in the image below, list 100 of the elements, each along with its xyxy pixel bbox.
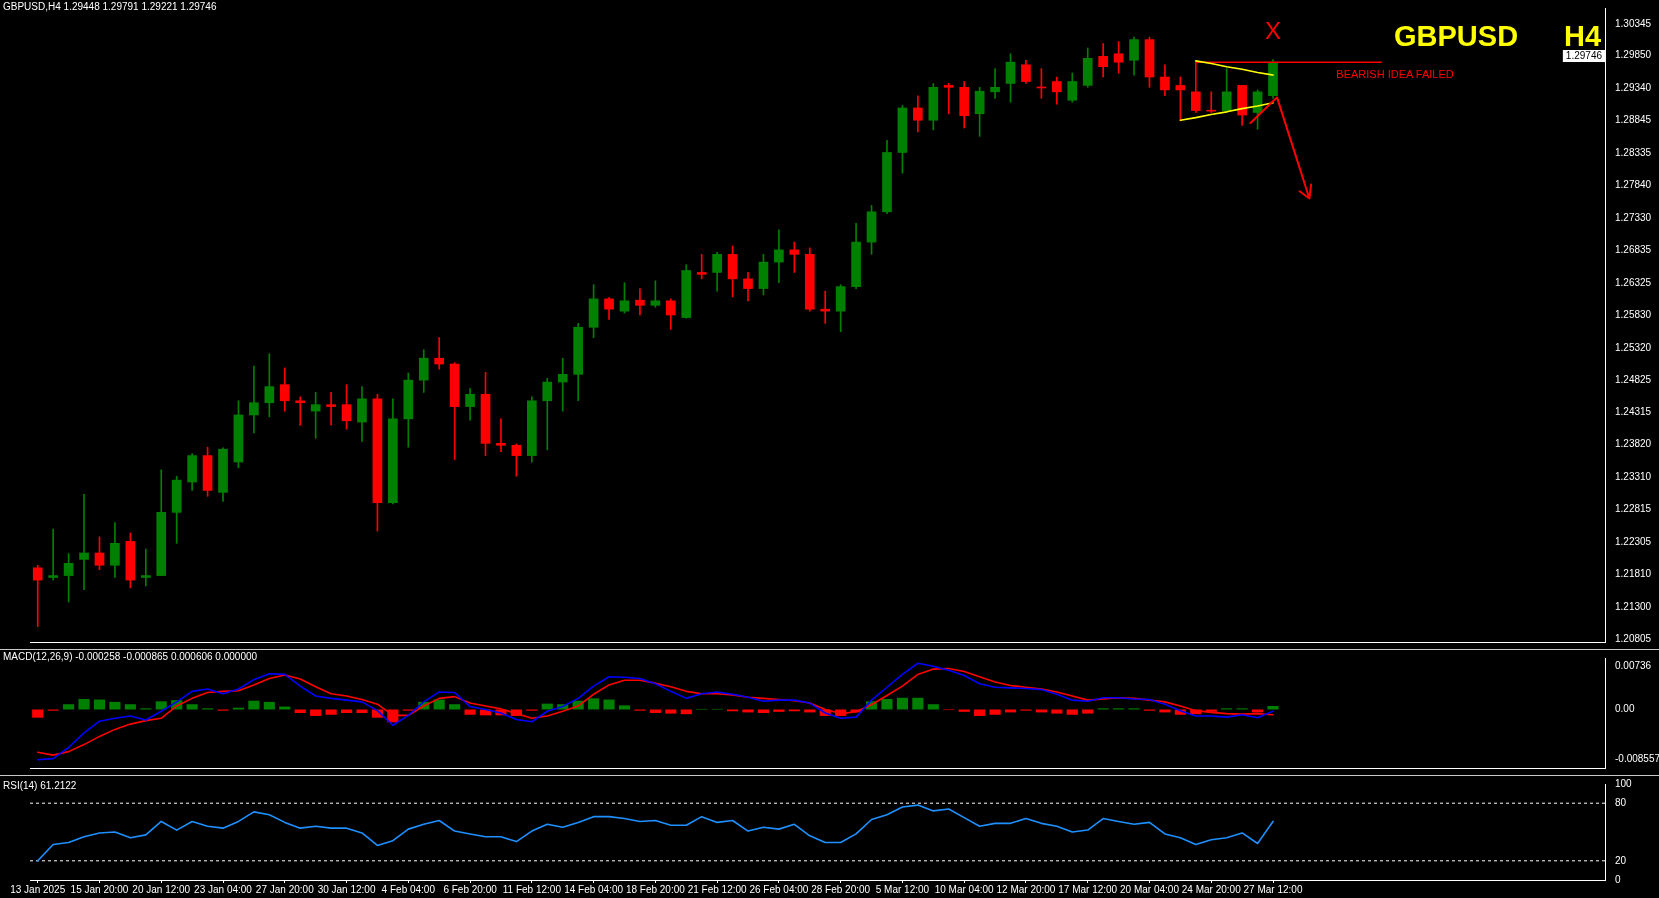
- bar: [804, 709, 816, 713]
- y-tick-label: 1.30345: [1615, 17, 1652, 29]
- y-tick-label: 100: [1615, 777, 1633, 789]
- bar: [588, 698, 600, 710]
- y-tick-label: 1.28335: [1615, 147, 1652, 159]
- bar: [974, 709, 986, 716]
- bar: [649, 709, 661, 713]
- bar: [1004, 709, 1017, 713]
- candlestick: [295, 396, 306, 426]
- x-tick-label: 23 Jan 04:00: [194, 883, 253, 895]
- bar: [757, 709, 770, 713]
- bar: [1252, 709, 1264, 713]
- y-tick-label: 1.20805: [1615, 632, 1652, 644]
- bar: [958, 709, 970, 712]
- bar: [603, 699, 615, 710]
- y-tick-label: 1.21300: [1615, 600, 1652, 612]
- bar: [63, 704, 75, 710]
- y-tick-label: 1.24315: [1615, 406, 1652, 418]
- bar: [773, 709, 785, 712]
- bar: [294, 709, 306, 713]
- bar: [665, 709, 677, 714]
- x-tick-label: 21 Feb 12:00: [687, 883, 748, 895]
- x-tick-label: 11 Feb 12:00: [502, 883, 562, 895]
- bar: [927, 704, 939, 710]
- bar: [78, 698, 90, 710]
- bar: [1035, 709, 1047, 713]
- y-tick-label: 1.22305: [1615, 536, 1652, 548]
- x-tick-label: 27 Mar 12:00: [1243, 883, 1303, 895]
- y-tick-label: 1.23310: [1615, 471, 1652, 483]
- x-tick-label: 10 Mar 04:00: [934, 883, 995, 895]
- x-tick-label: 26 Feb 04:00: [749, 883, 809, 895]
- bar: [618, 705, 631, 710]
- x-tick-label: 17 Mar 12:00: [1058, 883, 1118, 895]
- y-tick-label: 1.25320: [1615, 341, 1652, 353]
- y-tick-label: 1.28845: [1615, 114, 1652, 126]
- x-tick-label: 4 Feb 04:00: [381, 883, 436, 895]
- bar: [1066, 709, 1078, 715]
- x-tick-label: 27 Jan 20:00: [255, 883, 315, 895]
- bar: [340, 709, 353, 713]
- bar: [912, 697, 924, 710]
- bar: [32, 709, 44, 718]
- x-tick-label: 24 Mar 20:00: [1181, 883, 1242, 895]
- bar: [1082, 709, 1094, 714]
- bar: [263, 701, 275, 710]
- bar: [989, 709, 1001, 715]
- x-tick-label: 20 Mar 04:00: [1120, 883, 1180, 895]
- y-tick-label: 1.24825: [1615, 373, 1652, 385]
- y-tick-label: 0.00: [1615, 703, 1635, 715]
- bar: [310, 709, 322, 716]
- bar: [124, 704, 136, 710]
- x-tick-label: 30 Jan 12:00: [317, 883, 376, 895]
- bar: [186, 704, 198, 710]
- annotation: H4: [1564, 20, 1602, 52]
- x-tick-label: 20 Jan 12:00: [132, 883, 191, 895]
- bar: [1267, 705, 1279, 710]
- y-tick-label: 1.21810: [1615, 568, 1652, 580]
- y-tick-label: 1.29340: [1615, 82, 1652, 94]
- chart-title: RSI(14) 61.2122: [3, 779, 77, 791]
- x-tick-label: 28 Feb 20:00: [811, 883, 871, 895]
- candlestick: [696, 254, 707, 280]
- bar: [356, 709, 368, 713]
- x-tick-label: 18 Feb 20:00: [625, 883, 686, 895]
- x-tick-label: 6 Feb 20:00: [443, 883, 498, 895]
- bar: [109, 701, 121, 710]
- bar: [742, 709, 754, 713]
- y-tick-label: 0: [1615, 873, 1621, 885]
- y-tick-label: 80: [1615, 796, 1627, 808]
- y-tick-label: 1.22815: [1615, 503, 1652, 515]
- y-tick-label: 1.29850: [1615, 49, 1652, 61]
- y-tick-label: 1.27840: [1615, 179, 1652, 191]
- y-tick-label: 1.23820: [1615, 438, 1652, 450]
- y-tick-label: 1.26835: [1615, 243, 1652, 255]
- candlestick: [140, 548, 151, 587]
- candlestick: [1206, 91, 1217, 113]
- candlestick: [496, 418, 506, 453]
- bar: [155, 701, 167, 710]
- bar: [680, 709, 692, 715]
- candlestick: [326, 392, 336, 426]
- chart-title: GBPUSD,H4 1.29448 1.29791 1.29221 1.29746: [3, 0, 217, 12]
- bar: [464, 709, 476, 715]
- x-tick-label: 13 Jan 2025: [10, 883, 66, 895]
- bar: [449, 704, 461, 710]
- bar: [325, 709, 337, 715]
- y-tick-label: 1.26325: [1615, 276, 1652, 288]
- bar: [1159, 709, 1171, 713]
- annotation: 1.29746: [1565, 49, 1603, 61]
- y-tick-label: 1.25830: [1615, 308, 1652, 320]
- bar: [896, 697, 908, 710]
- x-tick-label: 12 Mar 20:00: [996, 883, 1056, 895]
- annotation: BEARISH IDEA FAILED: [1336, 68, 1454, 81]
- bar: [248, 700, 260, 710]
- candlestick: [48, 528, 58, 581]
- y-tick-label: 20: [1615, 854, 1627, 866]
- bar: [1051, 709, 1063, 714]
- candlestick: [943, 83, 954, 115]
- y-tick-label: -0.008557: [1615, 753, 1659, 765]
- chart-title: MACD(12,26,9) -0.000258 -0.000865 0.000606 0.000000: [3, 650, 258, 662]
- x-tick-label: 15 Jan 20:00: [70, 883, 129, 895]
- annotation: GBPUSD: [1394, 20, 1519, 52]
- bar: [1205, 709, 1217, 712]
